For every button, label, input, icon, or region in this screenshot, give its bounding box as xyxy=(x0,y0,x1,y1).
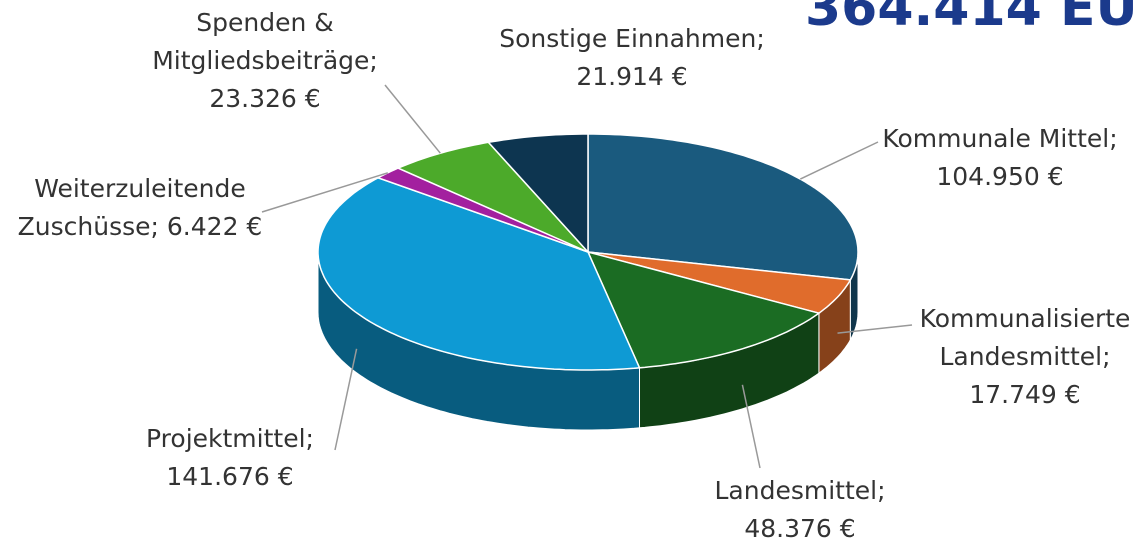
slice-label: Weiterzuleitende Zuschüsse; 6.422 € xyxy=(5,170,275,246)
category-label: Spenden & Mitgliedsbeiträge; xyxy=(152,8,378,75)
pie-slice xyxy=(586,250,821,369)
value-label: 48.376 € xyxy=(744,514,856,543)
value-label: 17.749 € xyxy=(969,380,1081,409)
category-label: Sonstige Einnahmen; xyxy=(499,24,765,53)
value-label: 21.914 € xyxy=(576,62,688,91)
value-label: 23.326 € xyxy=(209,84,321,113)
pie-slice xyxy=(486,133,589,254)
category-label: Kommunale Mittel; xyxy=(882,124,1118,153)
leader-line xyxy=(741,384,761,469)
pie-slice xyxy=(396,141,589,253)
pie-slice xyxy=(587,251,852,315)
pie-slice xyxy=(317,176,641,371)
leader-line xyxy=(261,172,389,213)
slice-label: Sonstige Einnahmen; 21.914 € xyxy=(472,20,792,96)
value-label: 141.676 € xyxy=(166,462,294,491)
leader-line xyxy=(384,84,441,154)
category-label: Landesmittel; xyxy=(714,476,886,505)
category-label: Projektmittel; xyxy=(146,424,314,453)
leader-line xyxy=(837,324,913,334)
value-label: 104.950 € xyxy=(936,162,1064,191)
chart-title: 364.414 EU xyxy=(805,0,1138,38)
slice-label: Kommunalisierte Landesmittel; 17.749 € xyxy=(910,300,1140,414)
value-label: 6.422 € xyxy=(166,212,263,241)
leader-line xyxy=(799,141,879,180)
slice-label: Landesmittel; 48.376 € xyxy=(650,472,950,548)
leader-line xyxy=(334,348,358,451)
pie-slice xyxy=(587,133,859,281)
category-label: Weiterzuleitende Zuschüsse; xyxy=(17,174,246,241)
category-label: Kommunalisierte Landesmittel; xyxy=(919,304,1131,371)
slice-label: Spenden & Mitgliedsbeiträge; 23.326 € xyxy=(135,4,395,118)
slice-label: Projektmittel; 141.676 € xyxy=(80,420,380,496)
slice-label: Kommunale Mittel; 104.950 € xyxy=(850,120,1144,196)
